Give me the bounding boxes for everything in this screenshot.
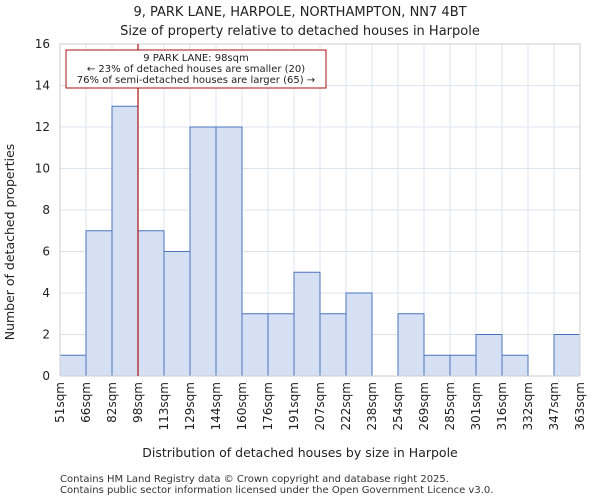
bar-347sqm	[553, 334, 581, 377]
x-tick-label: 363sqm	[573, 382, 587, 430]
bar-98sqm	[137, 230, 165, 377]
x-axis-label: Distribution of detached houses by size …	[142, 445, 458, 460]
annotation-line-1: 9 PARK LANE: 98sqm	[143, 53, 248, 64]
bar-269sqm	[423, 354, 451, 377]
x-tick-label: 66sqm	[79, 382, 93, 423]
x-tick-label: 285sqm	[443, 382, 457, 430]
x-tick-label: 82sqm	[105, 382, 119, 423]
bar-207sqm	[319, 313, 347, 377]
histogram-chart: 9, PARK LANE, HARPOLE, NORTHAMPTON, NN7 …	[2, 5, 587, 460]
bar-144sqm	[215, 126, 243, 377]
x-tick-label: 316sqm	[495, 382, 509, 430]
x-tick-label: 347sqm	[547, 382, 561, 430]
bar-254sqm	[397, 313, 425, 377]
annotation-line-3: 76% of semi-detached houses are larger (…	[77, 75, 315, 86]
chart-subtitle: Size of property relative to detached ho…	[120, 24, 480, 39]
plot-frame	[59, 43, 581, 377]
y-tick-label: 0	[42, 369, 50, 383]
bar-285sqm	[449, 354, 477, 377]
x-tick-label: 301sqm	[469, 382, 483, 430]
x-tick-labels: 51sqm 66sqm 82sqm 98sqm 113sqm 129sqm 144sqm 16…	[53, 382, 587, 430]
bar-51sqm	[59, 354, 87, 377]
x-tick-label: 222sqm	[339, 382, 353, 430]
bar-160sqm	[241, 313, 269, 377]
y-tick-label: 10	[35, 162, 50, 176]
y-tick-label: 8	[42, 203, 50, 217]
y-axis-label: Number of detached properties	[2, 144, 17, 341]
y-tick-labels: 0 2 4 6 8 10 12 14 16	[35, 37, 50, 383]
x-tick-label: 254sqm	[391, 382, 405, 430]
y-tick-label: 4	[42, 286, 50, 300]
x-tick-label: 332sqm	[521, 382, 535, 430]
bar-82sqm	[111, 105, 139, 377]
x-tick-label: 269sqm	[417, 382, 431, 430]
x-tick-label: 144sqm	[209, 382, 223, 430]
y-tick-label: 2	[42, 328, 50, 342]
x-tick-label: 207sqm	[313, 382, 327, 430]
bars	[59, 105, 581, 377]
x-tick-label: 51sqm	[53, 382, 67, 423]
bar-176sqm	[267, 313, 295, 377]
x-tick-label: 238sqm	[365, 382, 379, 430]
bar-66sqm	[85, 230, 113, 377]
bar-113sqm	[163, 251, 191, 377]
x-tick-label: 191sqm	[287, 382, 301, 430]
chart-title: 9, PARK LANE, HARPOLE, NORTHAMPTON, NN7 …	[133, 5, 466, 20]
annotation-box: 9 PARK LANE: 98sqm ← 23% of detached hou…	[65, 49, 327, 89]
x-tick-label: 176sqm	[261, 382, 275, 430]
footer-line-1: Contains HM Land Registry data © Crown c…	[60, 474, 449, 485]
x-tick-label: 113sqm	[157, 382, 171, 430]
bar-301sqm	[475, 334, 503, 377]
bar-316sqm	[501, 354, 529, 377]
x-tick-label: 98sqm	[131, 382, 145, 423]
bar-222sqm	[345, 292, 373, 377]
x-tick-label: 160sqm	[235, 382, 249, 430]
y-tick-label: 14	[35, 79, 50, 93]
bar-191sqm	[293, 271, 321, 377]
y-tick-label: 12	[35, 120, 50, 134]
bar-129sqm	[189, 126, 217, 377]
annotation-line-2: ← 23% of detached houses are smaller (20…	[87, 64, 305, 75]
y-tick-label: 6	[42, 245, 50, 259]
footer-line-2: Contains public sector information licen…	[60, 485, 494, 496]
y-tick-label: 16	[35, 37, 50, 51]
x-tick-label: 129sqm	[183, 382, 197, 430]
annotation-frame	[65, 49, 327, 89]
footer: Contains HM Land Registry data © Crown c…	[60, 474, 493, 496]
